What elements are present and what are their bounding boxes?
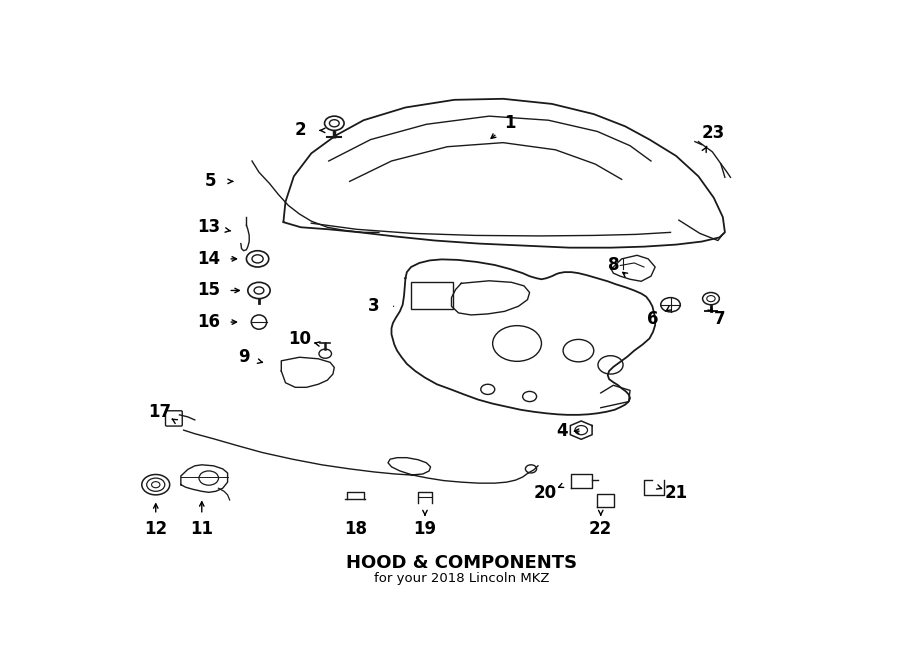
Text: 16: 16	[197, 313, 220, 331]
Text: 17: 17	[148, 402, 172, 421]
Text: 7: 7	[714, 310, 725, 328]
Text: 11: 11	[190, 520, 213, 538]
Text: 22: 22	[590, 520, 612, 538]
Bar	[411, 282, 453, 308]
Text: 4: 4	[556, 422, 568, 440]
Text: 23: 23	[702, 124, 725, 142]
Text: 8: 8	[608, 256, 619, 275]
Text: HOOD & COMPONENTS: HOOD & COMPONENTS	[346, 553, 577, 572]
Text: 3: 3	[368, 297, 380, 315]
Text: 9: 9	[238, 348, 249, 366]
Text: 18: 18	[344, 520, 366, 538]
Text: 6: 6	[647, 310, 659, 328]
Text: 10: 10	[288, 330, 310, 348]
Text: 2: 2	[295, 121, 307, 140]
Text: 13: 13	[197, 218, 220, 236]
Text: 12: 12	[144, 520, 167, 538]
Text: 15: 15	[197, 281, 220, 299]
Text: 21: 21	[664, 485, 688, 502]
Text: for your 2018 Lincoln MKZ: for your 2018 Lincoln MKZ	[374, 573, 549, 585]
Text: 19: 19	[413, 520, 436, 538]
Text: 1: 1	[504, 114, 516, 132]
Text: 5: 5	[204, 172, 216, 191]
Text: 20: 20	[534, 485, 556, 502]
Text: 14: 14	[197, 250, 220, 268]
